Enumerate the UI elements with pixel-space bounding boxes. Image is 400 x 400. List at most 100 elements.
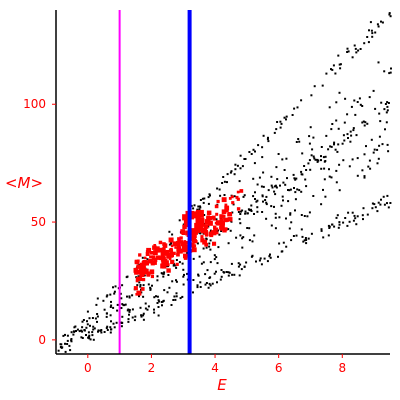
data-point xyxy=(294,209,296,212)
data-point xyxy=(220,230,223,232)
data-point xyxy=(261,146,264,149)
data-point xyxy=(175,280,178,283)
data-point xyxy=(120,321,123,324)
data-point xyxy=(309,126,312,129)
data-point xyxy=(384,103,387,105)
data-point xyxy=(261,194,264,197)
data-point xyxy=(153,308,155,311)
data-point xyxy=(175,279,177,282)
data-point xyxy=(146,308,149,311)
data-point xyxy=(261,211,264,213)
x-tick-label: 6 xyxy=(275,361,283,375)
data-point xyxy=(139,306,142,309)
data-point xyxy=(192,279,195,281)
data-point xyxy=(213,217,216,221)
data-point xyxy=(166,291,169,294)
data-point xyxy=(80,336,83,339)
data-point xyxy=(342,221,345,224)
data-point xyxy=(323,167,326,170)
data-point xyxy=(202,239,208,245)
data-point xyxy=(256,199,259,202)
data-point xyxy=(313,157,316,160)
data-point xyxy=(113,290,116,293)
data-point xyxy=(324,160,327,162)
data-point xyxy=(204,242,208,247)
data-point xyxy=(252,148,255,151)
data-point xyxy=(256,206,259,209)
data-point xyxy=(250,208,252,211)
data-point xyxy=(339,63,342,66)
data-point xyxy=(214,221,218,225)
data-point xyxy=(266,260,269,263)
data-point xyxy=(279,184,281,187)
data-point xyxy=(219,278,222,281)
data-point xyxy=(281,158,284,161)
data-point xyxy=(366,36,369,38)
data-point xyxy=(208,242,211,245)
data-point xyxy=(262,171,265,174)
data-point xyxy=(64,333,66,336)
data-point xyxy=(180,241,186,247)
data-point xyxy=(142,284,145,287)
data-point xyxy=(212,215,216,220)
data-point xyxy=(267,136,269,139)
data-point xyxy=(321,84,324,87)
x-axis-label: E xyxy=(217,376,227,394)
data-point xyxy=(106,329,109,331)
data-point xyxy=(186,252,189,255)
data-point xyxy=(300,190,303,193)
data-point xyxy=(82,319,85,321)
data-point xyxy=(150,274,154,279)
data-point xyxy=(213,225,217,229)
data-point xyxy=(285,217,287,220)
data-point xyxy=(227,271,230,274)
data-point xyxy=(168,286,171,289)
data-point xyxy=(194,222,204,232)
data-point xyxy=(186,272,189,275)
data-point xyxy=(356,174,359,177)
data-point xyxy=(346,224,349,227)
data-point xyxy=(350,134,353,137)
data-point xyxy=(227,242,230,245)
data-point xyxy=(66,334,69,337)
data-point xyxy=(296,188,299,191)
data-point xyxy=(182,223,185,226)
data-point xyxy=(87,336,90,339)
data-point xyxy=(377,157,380,160)
data-point xyxy=(328,168,330,171)
data-point xyxy=(109,293,112,296)
data-point xyxy=(208,277,211,279)
data-point xyxy=(208,245,211,248)
data-point xyxy=(253,234,256,237)
data-point xyxy=(248,151,251,153)
data-point xyxy=(387,102,390,104)
data-point xyxy=(144,307,147,310)
data-point xyxy=(265,203,268,206)
data-point xyxy=(97,329,100,332)
data-point xyxy=(362,218,364,221)
data-point xyxy=(140,315,143,318)
data-point xyxy=(158,240,163,245)
data-point xyxy=(92,325,95,328)
data-point xyxy=(387,206,390,209)
data-point xyxy=(324,155,327,158)
data-point xyxy=(219,223,225,229)
data-point xyxy=(223,217,228,223)
data-point xyxy=(175,262,179,266)
data-point xyxy=(168,237,174,243)
data-point xyxy=(81,330,84,333)
data-point xyxy=(388,72,391,75)
data-point xyxy=(226,181,228,184)
data-point xyxy=(241,165,244,168)
data-point xyxy=(182,275,185,278)
data-point xyxy=(149,255,153,259)
data-point xyxy=(386,109,389,112)
data-point xyxy=(131,294,134,297)
data-point xyxy=(147,283,150,286)
data-point xyxy=(166,263,170,267)
data-point xyxy=(248,209,251,212)
data-point xyxy=(377,61,380,64)
data-point xyxy=(190,204,193,207)
data-point xyxy=(276,121,279,123)
data-point xyxy=(86,320,88,323)
